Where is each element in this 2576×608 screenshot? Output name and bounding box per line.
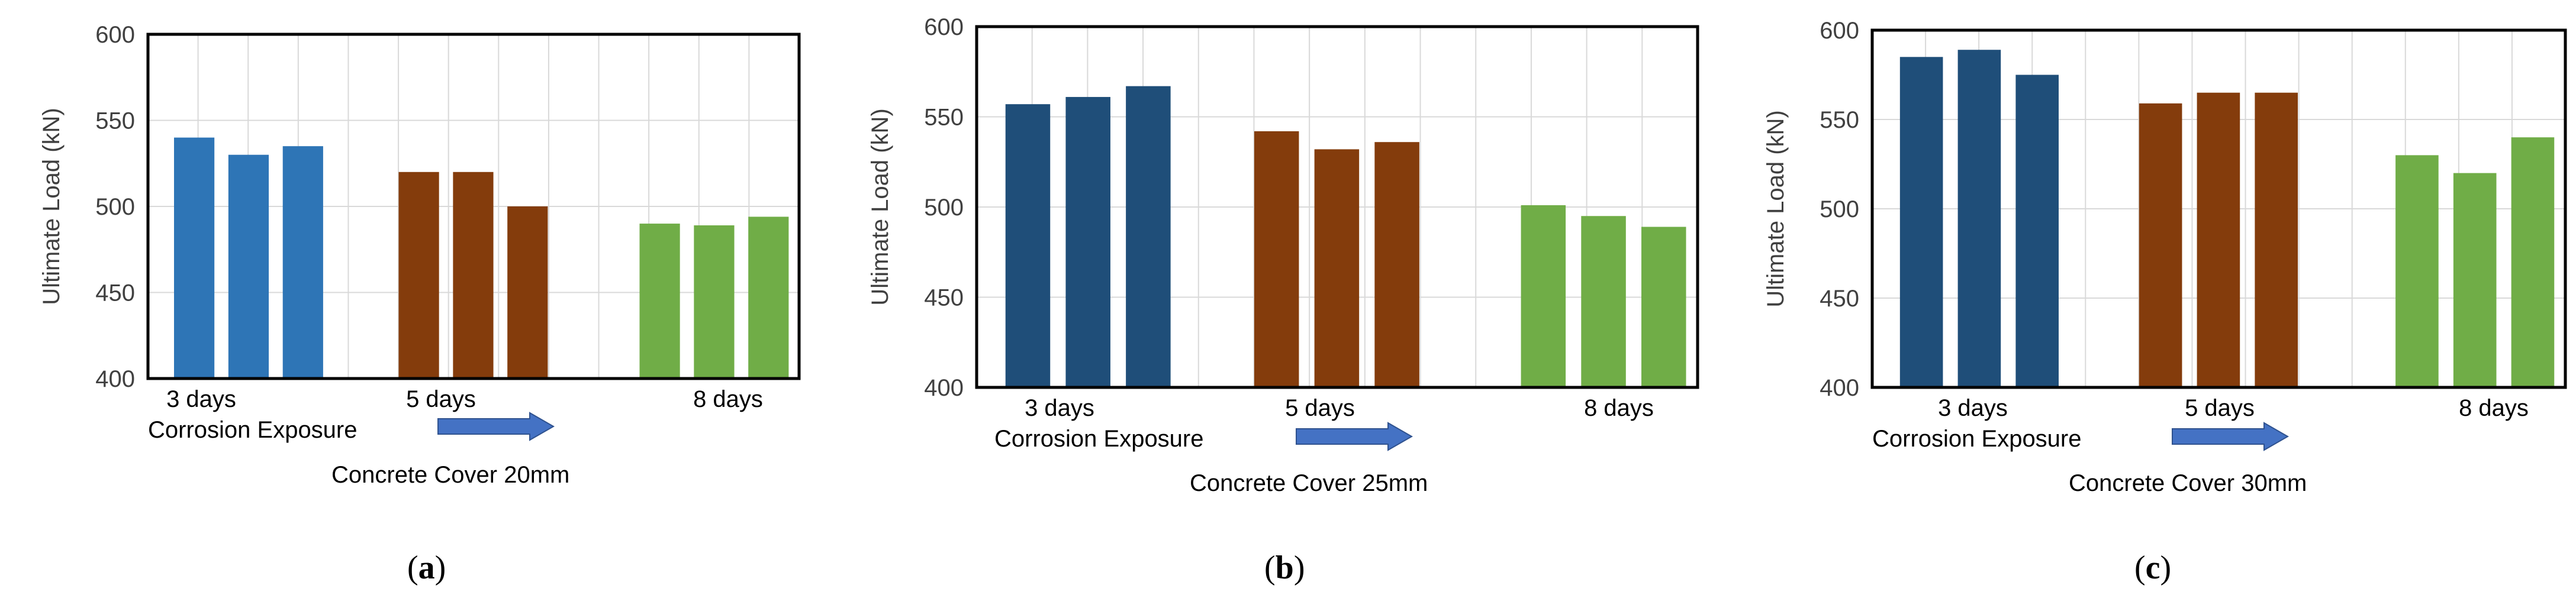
bar (1005, 104, 1051, 387)
y-tick-label: 400 (95, 366, 135, 392)
bar (639, 224, 680, 379)
y-tick-label: 550 (95, 108, 135, 134)
y-axis-label: Ultimate Load (kN) (867, 108, 893, 305)
arrow-icon (2172, 422, 2290, 451)
category-label: 5 days (406, 386, 476, 412)
bar (1521, 205, 1566, 387)
category-label: 8 days (2459, 395, 2529, 421)
concrete-cover-label: Concrete Cover 20mm (331, 462, 569, 488)
bar (1254, 131, 1299, 387)
y-tick-label: 400 (1820, 375, 1859, 401)
y-tick-label: 500 (924, 195, 964, 221)
arrow-icon (1296, 422, 1413, 451)
y-axis-label: Ultimate Load (kN) (1763, 110, 1789, 307)
bar (228, 154, 269, 379)
bar (1314, 149, 1360, 387)
y-tick-label: 450 (1820, 286, 1859, 312)
category-label: 3 days (1025, 395, 1094, 421)
panel-label: (a) (407, 549, 446, 586)
bar (174, 137, 215, 379)
y-tick-label: 450 (95, 280, 135, 306)
bar (748, 216, 789, 379)
panel-label-close: ) (2160, 549, 2172, 586)
y-tick-label: 550 (924, 105, 964, 131)
y-tick-label: 500 (95, 194, 135, 220)
y-tick-label: 450 (924, 285, 964, 311)
x-axis-label: Corrosion Exposure (1872, 426, 2082, 452)
bar (1581, 216, 1626, 387)
plot-frame (146, 33, 801, 380)
bar (2255, 92, 2298, 387)
category-label: 3 days (166, 386, 236, 412)
bar (2139, 103, 2182, 387)
bar (2015, 75, 2059, 387)
bar (1641, 227, 1686, 387)
bar (398, 172, 439, 379)
panel-label-letter: b (1276, 549, 1294, 586)
panel-label-open: ( (2134, 549, 2146, 586)
x-axis-label: Corrosion Exposure (148, 417, 358, 443)
panel-label: (c) (2134, 549, 2171, 586)
bar (507, 206, 548, 379)
y-tick-label: 600 (1820, 18, 1859, 44)
bar (694, 225, 735, 379)
bar (2511, 137, 2555, 387)
y-tick-label: 400 (924, 375, 964, 401)
y-tick-label: 550 (1820, 107, 1859, 133)
category-label: 8 days (693, 386, 763, 412)
y-tick-label: 600 (95, 22, 135, 48)
chart-panel-a: 400 450 500 550 600 Ultimate Load (kN) 3 days 5… (38, 22, 801, 586)
bar (1065, 96, 1110, 387)
y-tick-label: 500 (1820, 196, 1859, 222)
concrete-cover-label: Concrete Cover 30mm (2069, 470, 2307, 496)
bar (1126, 86, 1171, 387)
bar (282, 146, 323, 379)
x-axis-label: Corrosion Exposure (994, 426, 1204, 452)
bar (1374, 142, 1419, 387)
category-label: 5 days (1285, 395, 1355, 421)
category-label: 5 days (2185, 395, 2255, 421)
bar (1957, 50, 2001, 388)
panel-label-close: ) (1294, 549, 1305, 586)
bar (453, 172, 494, 379)
chart-panel-c: 400 450 500 550 600 Ultimate Load (kN) 3 days 5… (1763, 18, 2567, 586)
panel-label-letter: a (418, 549, 435, 586)
panel-label-letter: c (2146, 549, 2160, 586)
panel-label: (b) (1264, 549, 1305, 586)
y-axis-label: Ultimate Load (kN) (38, 108, 65, 305)
category-label: 3 days (1938, 395, 2008, 421)
y-tick-label: 600 (924, 14, 964, 40)
bar (2395, 155, 2439, 387)
plot-frame (1870, 28, 2567, 389)
chart-panel-b: 400 450 500 550 600 Ultimate Load (kN) 3 days 5… (867, 14, 1699, 586)
bar (2453, 173, 2497, 387)
concrete-cover-label: Concrete Cover 25mm (1190, 470, 1428, 496)
category-label: 8 days (1584, 395, 1654, 421)
arrow-icon (437, 412, 555, 441)
panel-label-open: ( (1264, 549, 1276, 586)
bar (1899, 57, 1943, 388)
panel-label-open: ( (407, 549, 418, 586)
bar (2197, 92, 2240, 387)
plot-frame (975, 25, 1699, 389)
panel-label-close: ) (435, 549, 446, 586)
